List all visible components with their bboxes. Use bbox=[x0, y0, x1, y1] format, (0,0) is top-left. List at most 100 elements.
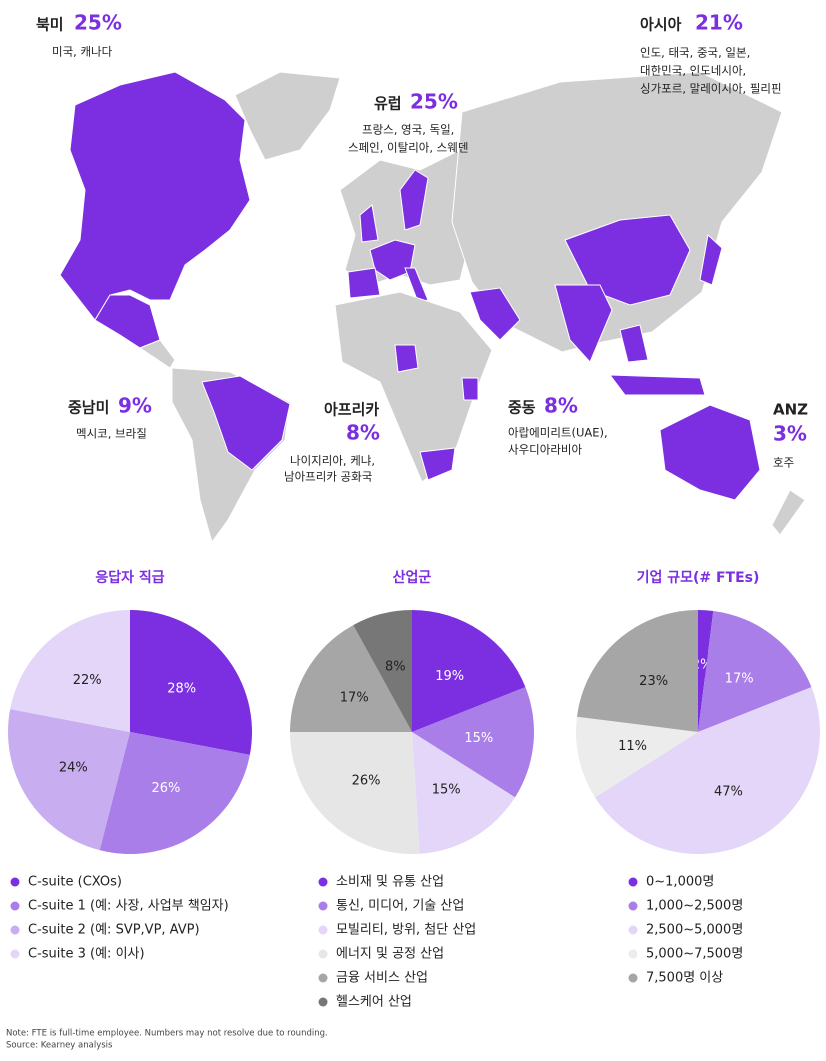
pie-charts: 응답자 직급 28% 26% 24% 22% C-suite (CXOs) C-suite … bbox=[7, 569, 820, 1010]
region-share: 25% bbox=[410, 90, 458, 114]
pie-slice bbox=[576, 610, 698, 732]
region-countries: 사우디아라비아 bbox=[508, 443, 582, 457]
region-labels: 북미 25% 미국, 캐나다 아시아 21% 인도, 태국, 중국, 일본, 대… bbox=[36, 11, 808, 484]
scandinavia bbox=[399, 169, 429, 231]
pie-slice bbox=[353, 610, 412, 732]
region-countries: 멕시코, 브라질 bbox=[76, 427, 147, 441]
region-countries: 대한민국, 인도네시아, bbox=[640, 64, 746, 78]
legend-dot bbox=[318, 877, 328, 887]
legend-dot bbox=[628, 925, 638, 935]
new-zealand bbox=[771, 489, 806, 536]
brazil bbox=[201, 375, 291, 471]
pie-slice bbox=[698, 610, 812, 732]
central-america bbox=[138, 339, 176, 369]
region-name: 아프리카 bbox=[324, 401, 379, 419]
southeast-asia bbox=[619, 324, 649, 363]
greenland bbox=[234, 71, 341, 161]
region-countries: 스페인, 이탈리아, 스웨덴 bbox=[348, 141, 468, 155]
pie-slice bbox=[576, 716, 698, 798]
legend-label: 0~1,000명 bbox=[646, 875, 714, 890]
pie-slice bbox=[412, 732, 516, 854]
slice-label: 23% bbox=[639, 674, 668, 689]
legend-dot bbox=[318, 973, 328, 983]
region-share: 21% bbox=[695, 11, 743, 35]
pie-slice bbox=[130, 610, 253, 755]
region-countries: 호주 bbox=[773, 456, 794, 470]
south-africa bbox=[419, 447, 456, 481]
pie-slice bbox=[412, 610, 526, 732]
slice-label: 28% bbox=[167, 682, 196, 697]
legend-dot bbox=[318, 997, 328, 1007]
legend-label: 모빌리티, 방위, 첨단 산업 bbox=[336, 923, 476, 938]
legend-label: 헬스케어 산업 bbox=[336, 995, 412, 1010]
slice-label: 15% bbox=[464, 731, 493, 746]
legend-dot bbox=[318, 925, 328, 935]
legend-label: 5,000~7,500명 bbox=[646, 947, 743, 962]
mexico bbox=[94, 294, 161, 349]
region-share: 3% bbox=[773, 422, 807, 446]
slice-label: 26% bbox=[152, 781, 181, 796]
legend-dot bbox=[628, 949, 638, 959]
region-share: 9% bbox=[118, 394, 152, 418]
pie-slice bbox=[290, 732, 420, 854]
legend-label: 2,500~5,000명 bbox=[646, 923, 743, 938]
region-countries: 나이지리아, 케냐, bbox=[290, 454, 375, 468]
legend-label: 금융 서비스 산업 bbox=[336, 971, 428, 986]
legend-label: C-suite 3 (예: 이사) bbox=[28, 947, 145, 962]
legend-dot bbox=[628, 973, 638, 983]
australia bbox=[659, 404, 761, 501]
indonesia bbox=[608, 374, 706, 396]
chart-title: 산업군 bbox=[393, 569, 432, 586]
nigeria bbox=[394, 344, 419, 373]
region-share: 25% bbox=[74, 11, 122, 35]
legend-dot bbox=[10, 949, 20, 959]
slice-label: 17% bbox=[340, 690, 369, 705]
chart-title: 기업 규모(# FTEs) bbox=[637, 570, 760, 586]
pie-slice bbox=[290, 625, 412, 732]
legend-label: C-suite 2 (예: SVP,VP, AVP) bbox=[28, 923, 200, 938]
region-name: 중남미 bbox=[68, 399, 109, 417]
north-america bbox=[59, 71, 251, 321]
slice-label: 8% bbox=[385, 660, 406, 675]
legend-label: C-suite (CXOs) bbox=[28, 875, 122, 890]
legend-dot bbox=[10, 901, 20, 911]
region-share: 8% bbox=[544, 394, 578, 418]
slice-label: 19% bbox=[435, 669, 464, 684]
uk bbox=[359, 204, 379, 243]
slice-label: 11% bbox=[618, 739, 647, 754]
region-countries: 남아프리카 공화국 bbox=[284, 470, 372, 484]
legend-dot bbox=[318, 949, 328, 959]
region-name: 북미 bbox=[36, 16, 64, 34]
saudi-arabia bbox=[469, 287, 521, 341]
pie-slice bbox=[7, 709, 131, 851]
slice-label: 17% bbox=[725, 671, 754, 686]
asia bbox=[451, 71, 783, 353]
pie-slice bbox=[99, 732, 250, 854]
legend-dot bbox=[318, 901, 328, 911]
slice-label: 47% bbox=[714, 784, 743, 799]
japan bbox=[699, 234, 723, 286]
footnote: Note: FTE is full-time employee. Numbers… bbox=[6, 1029, 328, 1039]
india bbox=[554, 284, 613, 363]
italy bbox=[404, 267, 429, 303]
slice-label: 22% bbox=[73, 673, 102, 688]
footnote: Source: Kearney analysis bbox=[6, 1041, 113, 1051]
region-countries: 미국, 캐나다 bbox=[52, 45, 113, 59]
region-countries: 인도, 태국, 중국, 일본, bbox=[640, 46, 750, 60]
legend-dot bbox=[628, 901, 638, 911]
region-name: 중동 bbox=[508, 399, 536, 417]
kenya bbox=[461, 377, 479, 401]
world-map bbox=[59, 71, 806, 544]
legend-label: 에너지 및 공정 산업 bbox=[336, 947, 444, 962]
spain-italy bbox=[347, 267, 381, 299]
slice-label: 26% bbox=[352, 773, 381, 788]
region-name: 유럽 bbox=[374, 95, 402, 113]
legend-label: 1,000~2,500명 bbox=[646, 899, 743, 914]
slice-label: 24% bbox=[59, 760, 88, 775]
legend-dot bbox=[10, 925, 20, 935]
region-name: ANZ bbox=[773, 401, 808, 419]
region-share: 8% bbox=[346, 421, 380, 445]
slice-label: 15% bbox=[432, 782, 461, 797]
legend-label: 소비재 및 유통 산업 bbox=[336, 875, 444, 890]
